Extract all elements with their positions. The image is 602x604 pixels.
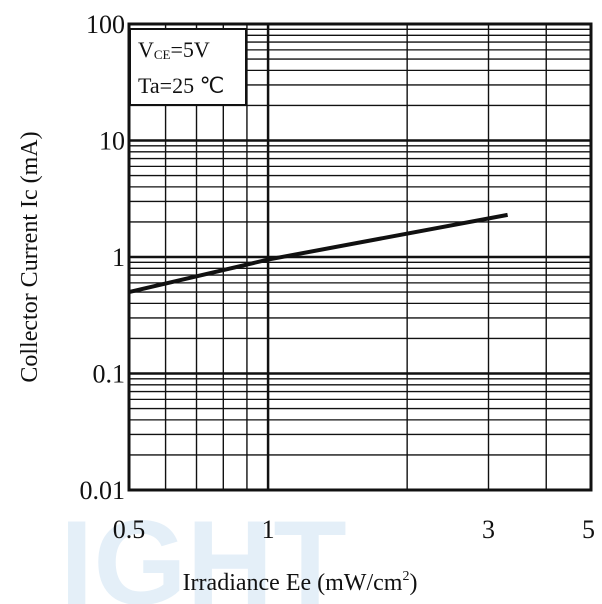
- watermark: IGHT: [60, 496, 347, 604]
- x-tick-label: 1: [262, 515, 275, 544]
- legend-ta: Ta=25 ℃: [138, 73, 224, 98]
- y-tick-label: 0.01: [80, 476, 126, 505]
- plot-frame: [127, 22, 593, 492]
- x-tick-label: 5: [582, 515, 595, 544]
- x-tick-label: 3: [482, 515, 495, 544]
- x-axis-title: Irradiance Ee (mW/cm2): [183, 569, 418, 596]
- y-tick-label: 1: [112, 243, 125, 272]
- x-tick-labels: 0.5 1 3 5: [113, 515, 595, 544]
- condition-legend: VCE=5V Ta=25 ℃: [129, 28, 247, 106]
- y-tick-label: 100: [86, 10, 125, 39]
- y-tick-label: 10: [99, 127, 125, 156]
- legend-box: [129, 28, 247, 106]
- y-axis-title: Collector Current Ic (mA): [17, 131, 43, 382]
- series-line-0: [128, 212, 508, 295]
- x-tick-label: 0.5: [113, 515, 146, 544]
- series-layer: [128, 212, 508, 295]
- y-tick-labels: 100 10 1 0.1 0.01: [80, 10, 126, 505]
- legend-vce: VCE=5V: [138, 37, 210, 62]
- y-tick-label: 0.1: [93, 360, 126, 389]
